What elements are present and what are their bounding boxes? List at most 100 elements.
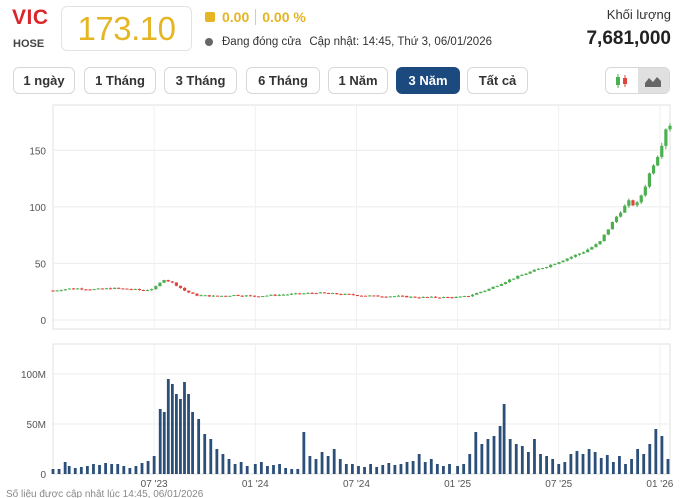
- candle-body: [606, 229, 610, 235]
- candle-body: [438, 297, 442, 299]
- volume-bar: [85, 466, 89, 474]
- candle-body: [108, 288, 113, 290]
- volume-bar: [666, 459, 670, 474]
- candle-body: [516, 275, 520, 279]
- volume-bar: [399, 464, 403, 474]
- ticker-symbol: VIC: [12, 6, 49, 29]
- candle-body: [166, 280, 170, 282]
- candle-body: [339, 294, 343, 296]
- candle-body: [71, 288, 76, 290]
- change-divider: [255, 9, 257, 25]
- candle-body: [76, 288, 80, 290]
- candle-body: [549, 264, 553, 268]
- volume-tick-label: 0: [40, 470, 46, 481]
- candle-body: [499, 284, 503, 286]
- candle-body: [51, 290, 55, 292]
- volume-bar: [92, 464, 95, 474]
- market-status: Đang đóng cửa: [222, 36, 302, 48]
- volume-bar: [290, 469, 294, 474]
- x-tick-label: 01 '24: [242, 479, 269, 489]
- candle-body: [63, 289, 67, 291]
- candle-body: [368, 295, 372, 297]
- x-tick-label: 07 '25: [545, 479, 572, 489]
- volume-bar: [320, 452, 324, 474]
- range-button-1m[interactable]: 1 Tháng: [84, 67, 156, 94]
- candle-body: [405, 295, 409, 298]
- volume-bar: [462, 464, 466, 474]
- volume-bar: [278, 464, 281, 474]
- candle-body: [586, 249, 590, 253]
- candle-body: [273, 294, 277, 296]
- volume-bar: [369, 464, 373, 474]
- candle-body: [257, 296, 261, 298]
- candle-body: [429, 296, 434, 298]
- price-box: 173.10: [61, 6, 192, 51]
- candle-body: [191, 292, 195, 294]
- range-button-3y[interactable]: 3 Năm: [396, 67, 460, 94]
- volume-bar: [526, 452, 530, 474]
- candle-body: [475, 293, 479, 295]
- candle-body: [121, 288, 125, 290]
- volume-bar: [128, 468, 132, 474]
- candle-body: [507, 279, 512, 283]
- candle-body: [639, 195, 643, 203]
- candle-body: [248, 295, 253, 297]
- volume-bar: [539, 454, 542, 474]
- candle-body: [359, 295, 364, 297]
- candlestick-button[interactable]: [606, 68, 638, 93]
- volume-bar: [363, 467, 366, 474]
- volume-bar: [170, 384, 174, 474]
- volume-bar: [486, 439, 490, 474]
- price-tick-label: 50: [35, 259, 47, 270]
- area-chart-button[interactable]: [637, 68, 669, 93]
- volume-bar: [498, 426, 502, 474]
- candle-body: [199, 295, 203, 297]
- candle-body: [195, 293, 199, 296]
- volume-label: Khối lượng: [606, 7, 671, 22]
- x-tick-label: 01 '25: [444, 479, 471, 489]
- volume-bar: [67, 466, 71, 474]
- price-volume-chart[interactable]: 0 50 100 150 0 50M 100M 07 '23 01 '24 07 '24 01 '2…: [0, 100, 680, 489]
- candle-body: [376, 295, 380, 297]
- volume-panel-frame: [52, 343, 671, 475]
- candle-body: [364, 295, 368, 297]
- candle-body: [158, 282, 162, 287]
- volume-bar: [514, 444, 518, 474]
- candle-body: [664, 129, 668, 146]
- volume-bar: [611, 462, 615, 474]
- candle-body: [594, 244, 598, 248]
- range-button-6m[interactable]: 6 Tháng: [246, 67, 320, 94]
- candle-body: [656, 156, 660, 166]
- candle-body: [503, 282, 508, 285]
- volume-tick-label: 100M: [21, 370, 46, 381]
- volume-bar: [175, 394, 178, 474]
- range-button-1d[interactable]: 1 ngày: [13, 67, 75, 94]
- volume-bar: [533, 439, 536, 474]
- volume-bar: [545, 456, 548, 474]
- candle-body: [355, 294, 359, 296]
- range-button-3m[interactable]: 3 Tháng: [164, 67, 237, 94]
- candle-body: [470, 294, 475, 297]
- volume-bar: [660, 436, 664, 474]
- volume-bar: [314, 459, 318, 474]
- volume-bar: [411, 461, 415, 474]
- volume-bar: [51, 469, 55, 474]
- volume-bar: [442, 466, 445, 474]
- footer-note: Số liệu được cập nhật lúc 14:45, 06/01/2…: [6, 489, 204, 498]
- volume-bar: [215, 449, 219, 474]
- candle-body: [614, 216, 619, 223]
- price-tick-label: 100: [29, 203, 46, 214]
- volume-bar: [429, 459, 433, 474]
- candle-body: [141, 290, 146, 292]
- price-change-percent: 0.00 %: [262, 9, 306, 25]
- candle-body: [178, 285, 183, 288]
- range-button-1y[interactable]: 1 Năm: [328, 67, 388, 94]
- candle-body: [170, 281, 174, 283]
- range-button-all[interactable]: Tất cả: [467, 67, 528, 94]
- candle-body: [450, 297, 454, 299]
- candle-body: [162, 280, 166, 283]
- candle-body: [442, 296, 446, 298]
- candle-body: [590, 247, 594, 250]
- volume-bar: [158, 409, 162, 474]
- volume-bar: [296, 469, 300, 474]
